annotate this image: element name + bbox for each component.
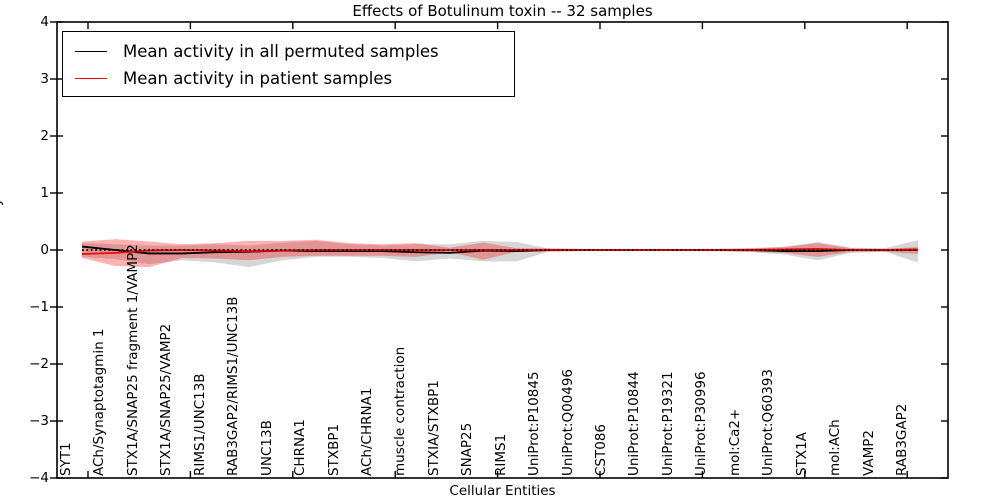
x-tick-label: ACh/CHRNA1 (358, 387, 375, 476)
chart-title: Effects of Botulinum toxin -- 32 samples (352, 2, 653, 20)
y-tick-label: −1 (29, 299, 49, 315)
x-tick-label: STX1A/SNAP25 fragment 1/VAMP2 (124, 244, 141, 476)
y-tick-label: 1 (40, 185, 49, 201)
x-tick-label: UniProt:Q00496 (559, 368, 576, 476)
x-tick-label: UniProt:Q60393 (760, 368, 777, 476)
x-tick-label: mol:ACh (827, 419, 844, 476)
y-tick-label: 4 (40, 14, 49, 30)
y-axis-label: Inferred Activity (0, 198, 4, 306)
x-tick-label: ACh/Synaptotagmin 1 (91, 328, 108, 476)
x-tick-label: SNAP25 (459, 422, 476, 476)
x-tick-label: SYT1 (58, 442, 74, 476)
x-tick-label: muscle contraction (392, 346, 409, 476)
permuted-band (82, 240, 918, 268)
y-tick-label: 3 (40, 71, 49, 87)
x-tick-label: UniProt:P10845 (526, 371, 543, 476)
x-tick-label: STXBP1 (325, 423, 342, 476)
x-tick-label: UniProt:P19321 (659, 371, 676, 476)
x-tick-label: RIMS1/UNC13B (191, 373, 208, 476)
legend-entry-patient: Mean activity in patient samples (73, 65, 514, 92)
x-tick-label: RAB3GAP2/RIMS1/UNC13B (225, 296, 242, 476)
y-tick-label: 2 (40, 128, 49, 144)
y-tick-label: 0 (40, 242, 49, 258)
x-axis-label: Cellular Entities (449, 483, 556, 499)
legend: Mean activity in all permuted samples Me… (62, 31, 515, 97)
legend-label-patient: Mean activity in patient samples (123, 69, 393, 88)
x-tick-label: mol:Ca2+ (726, 408, 743, 476)
x-tick-label: UniProt:P10844 (626, 371, 643, 476)
x-tick-label: CST086 (593, 423, 610, 476)
legend-entry-permuted: Mean activity in all permuted samples (73, 38, 514, 65)
x-tick-label: STX1A (793, 432, 810, 476)
x-tick-label: STXIA/STXBP1 (425, 380, 442, 476)
x-tick-label: RAB3GAP2 (894, 403, 910, 476)
x-tick-label: RIMS1 (492, 433, 509, 476)
patient-band (82, 239, 918, 268)
legend-label-permuted: Mean activity in all permuted samples (123, 42, 439, 61)
legend-line-sample-red (75, 78, 107, 79)
y-tick-label: −4 (29, 470, 49, 486)
x-tick-label: CHRNA1 (292, 419, 309, 476)
y-tick-label: −2 (29, 356, 49, 372)
x-tick-label: STX1A/SNAP25/VAMP2 (158, 323, 175, 476)
x-tick-label: UniProt:P30996 (693, 371, 710, 476)
y-tick-label: −3 (29, 413, 49, 429)
x-tick-label: VAMP2 (860, 430, 877, 476)
x-tick-label: UNC13B (258, 420, 275, 476)
legend-line-sample-black (75, 51, 107, 52)
